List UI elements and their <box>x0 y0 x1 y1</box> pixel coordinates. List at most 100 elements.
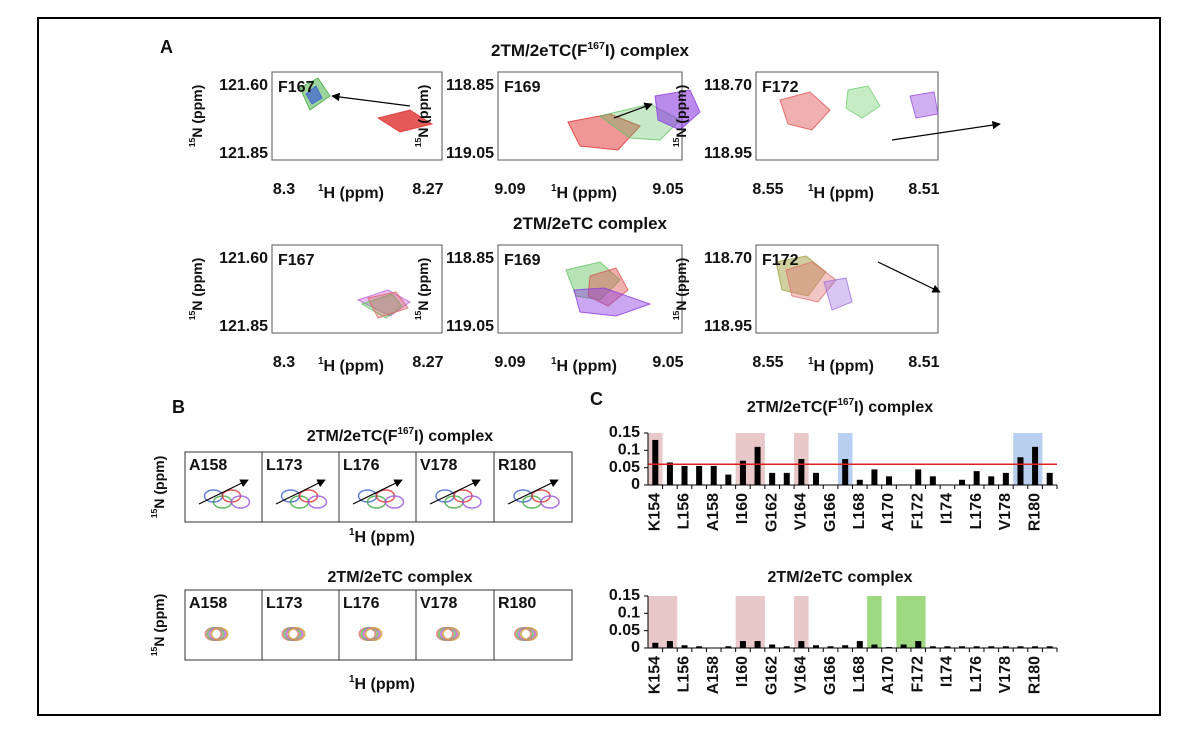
bar <box>944 646 951 648</box>
y-axis-label-part: 15 <box>671 137 681 147</box>
y-axis-label-part: 15 <box>149 646 159 656</box>
x-tick-label: 8.55 <box>752 181 783 198</box>
y-axis-label-part: N (ppm) <box>189 85 205 138</box>
row-title: 2TM/2eTC complex <box>513 214 668 233</box>
highlight-band <box>735 596 765 648</box>
x-axis-label-part: 1 <box>808 183 814 194</box>
peak-contour <box>307 495 328 509</box>
peak-contour <box>384 495 405 509</box>
peak-contour <box>775 255 827 297</box>
spectrum-box <box>261 589 340 661</box>
bar <box>1032 646 1039 648</box>
y-tick-label: 0.15 <box>609 424 640 441</box>
y-tick-label: 118.70 <box>704 250 752 267</box>
bar <box>783 472 790 485</box>
x-tick-label: V178 <box>997 493 1014 530</box>
residue-label: L173 <box>266 457 303 474</box>
bar <box>754 641 761 648</box>
x-axis-label: 1H (ppm) <box>551 183 617 202</box>
panel-label: C <box>590 389 603 409</box>
spectrum-box <box>755 71 939 161</box>
x-tick-label: 8.55 <box>752 354 783 371</box>
shift-arrow <box>613 102 653 119</box>
residue-label: R180 <box>498 595 536 612</box>
x-axis-label: 1H (ppm) <box>349 527 415 546</box>
bar <box>988 646 995 648</box>
shift-arrow <box>891 120 1001 141</box>
y-axis-label-part: N (ppm) <box>673 258 689 311</box>
bar <box>842 459 849 485</box>
x-axis-label-part: H (ppm) <box>557 185 617 202</box>
bar <box>915 469 922 485</box>
x-tick-label: L168 <box>851 656 868 693</box>
shift-arrow <box>275 479 326 505</box>
y-axis-label-part: N (ppm) <box>415 258 431 311</box>
row-title-part: 167 <box>587 40 605 52</box>
x-axis-label-part: 1 <box>349 674 355 685</box>
spectrum-box <box>184 451 263 523</box>
bar <box>666 462 673 485</box>
x-axis-label-part: 1 <box>551 183 557 194</box>
x-tick-label: V164 <box>793 656 810 693</box>
y-axis-label: 15N (ppm) <box>671 85 688 148</box>
row-title-part: I) complex <box>414 428 493 445</box>
shift-arrow <box>877 261 941 293</box>
bar <box>856 641 863 648</box>
y-axis-label: 15N (ppm) <box>187 85 204 148</box>
highlight-band <box>648 596 678 648</box>
y-tick-label: 118.85 <box>446 250 494 267</box>
y-axis-label-part: N (ppm) <box>189 258 205 311</box>
x-tick-label: R180 <box>1026 493 1043 531</box>
residue-label: V178 <box>420 457 457 474</box>
spectrum-box <box>415 451 495 523</box>
bar <box>783 646 790 648</box>
chart-title: 2TM/2eTC(F167I) complex <box>747 397 933 416</box>
x-tick-label: G162 <box>763 493 780 532</box>
residue-label: F172 <box>762 252 799 269</box>
y-tick-label: 0.15 <box>609 587 640 604</box>
residue-label: L173 <box>266 595 303 612</box>
spectrum-box <box>493 451 573 523</box>
x-tick-label: L168 <box>851 493 868 530</box>
x-tick-label: 9.09 <box>494 181 525 198</box>
highlight-band <box>867 596 882 648</box>
bar <box>929 646 936 648</box>
y-axis-label-part: N (ppm) <box>673 85 689 138</box>
x-tick-label: G162 <box>763 656 780 695</box>
x-tick-label: G166 <box>822 493 839 532</box>
row-title: 2TM/2eTC(F167I) complex <box>307 426 493 445</box>
y-tick-label: 118.95 <box>704 145 752 162</box>
bar <box>681 465 688 485</box>
residue-label: F169 <box>504 79 541 96</box>
residue-label: L176 <box>343 595 380 612</box>
x-axis-label-part: H (ppm) <box>814 185 874 202</box>
spectrum-box <box>261 451 340 523</box>
bar <box>696 465 703 485</box>
x-tick-label: K154 <box>647 656 664 694</box>
bar <box>754 446 761 485</box>
residue-label: R180 <box>498 457 536 474</box>
y-axis-label: 15N (ppm) <box>413 85 430 148</box>
chart-title-part: 2TM/2eTC(F <box>747 399 838 416</box>
bar <box>856 479 863 485</box>
chart-title: 2TM/2eTC complex <box>768 569 913 586</box>
peak-contour <box>462 495 482 509</box>
x-axis-label-part: 1 <box>551 356 557 367</box>
peak-contour <box>210 627 229 641</box>
bar <box>739 460 746 485</box>
x-axis-label: 1H (ppm) <box>318 183 384 202</box>
x-tick-label: K154 <box>647 493 664 531</box>
bar <box>652 642 659 648</box>
bar <box>769 644 776 648</box>
row-title: 2TM/2eTC complex <box>328 569 473 586</box>
y-tick-label: 118.85 <box>446 77 494 94</box>
row-title-part: 2TM/2eTC(F <box>491 41 587 60</box>
y-tick-label: 0.05 <box>609 622 640 639</box>
highlight-band <box>794 596 809 648</box>
x-axis-label-part: H (ppm) <box>557 358 617 375</box>
bar <box>1002 646 1009 648</box>
x-axis-label-part: H (ppm) <box>324 185 384 202</box>
x-axis-label-part: H (ppm) <box>355 676 415 693</box>
residue-label: L176 <box>343 457 380 474</box>
